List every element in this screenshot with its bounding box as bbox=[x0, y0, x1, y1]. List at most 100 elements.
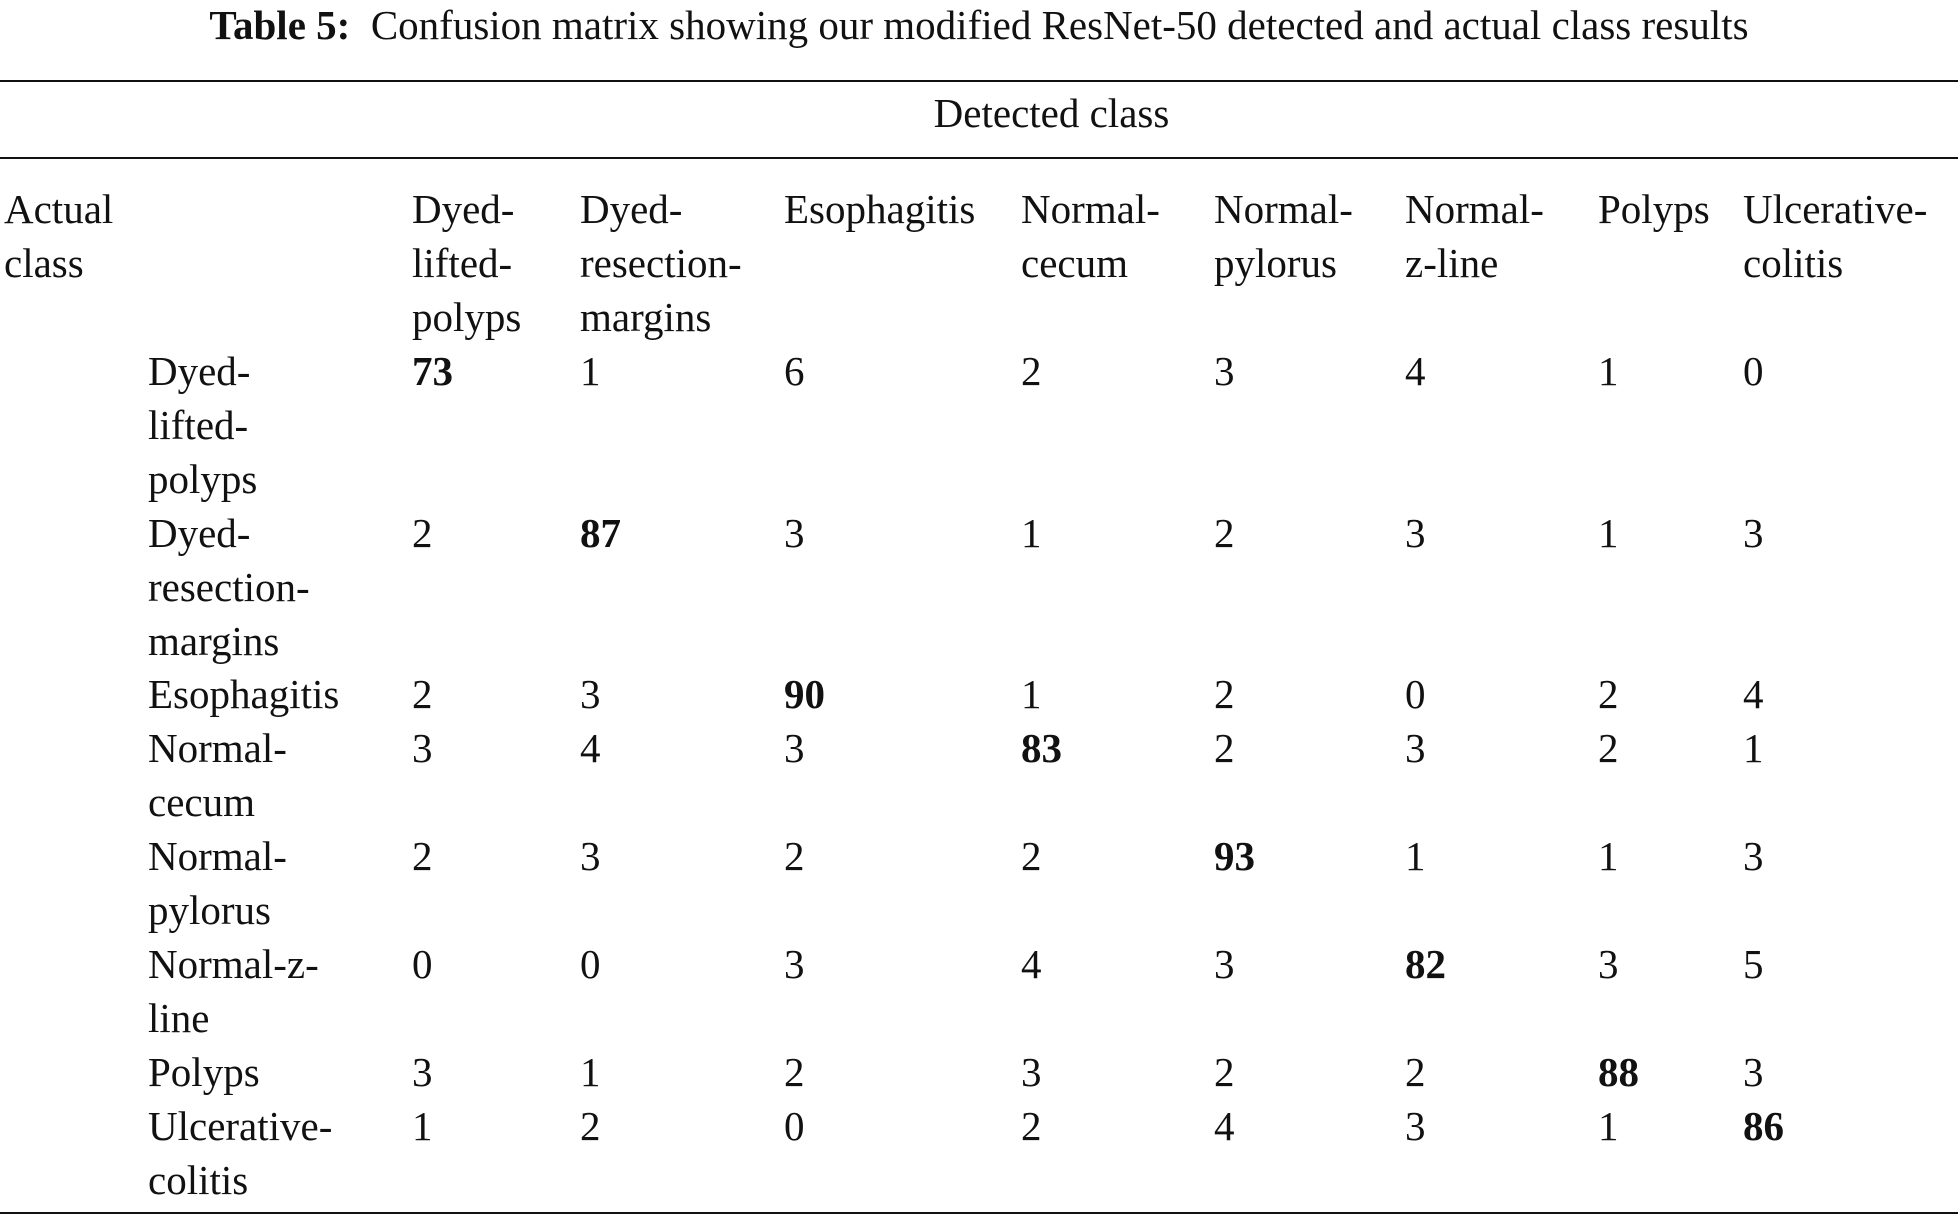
matrix-cell-diagonal: 88 bbox=[1598, 1049, 1639, 1095]
actual-header-line: Actual bbox=[4, 186, 114, 232]
column-header: Dyed-lifted-polyps bbox=[412, 182, 521, 344]
matrix-cell: 3 bbox=[1743, 833, 1764, 879]
matrix-cell: 2 bbox=[412, 510, 433, 556]
label-line: margins bbox=[580, 294, 712, 340]
matrix-cell: 3 bbox=[1743, 1049, 1764, 1095]
label-line: cecum bbox=[148, 779, 255, 825]
row-label: Dyed-resection-margins bbox=[148, 506, 310, 668]
matrix-cell: 4 bbox=[1405, 348, 1426, 394]
matrix-cell: 2 bbox=[1214, 510, 1235, 556]
matrix-cell: 3 bbox=[1598, 941, 1619, 987]
matrix-cell: 2 bbox=[1214, 671, 1235, 717]
matrix-cell: 1 bbox=[1598, 833, 1619, 879]
label-line: Normal- bbox=[148, 725, 287, 771]
matrix-cell: 2 bbox=[1598, 725, 1619, 771]
matrix-cell: 2 bbox=[1214, 1049, 1235, 1095]
matrix-cell: 2 bbox=[1214, 725, 1235, 771]
matrix-cell: 3 bbox=[580, 671, 601, 717]
matrix-cell-diagonal: 86 bbox=[1743, 1103, 1784, 1149]
caption-text: Confusion matrix showing our modified Re… bbox=[370, 2, 1749, 48]
row-label: Normal-pylorus bbox=[148, 829, 287, 937]
top-rule bbox=[0, 80, 1958, 82]
matrix-cell: 3 bbox=[1214, 348, 1235, 394]
matrix-cell: 0 bbox=[412, 941, 433, 987]
matrix-cell: 2 bbox=[1405, 1049, 1426, 1095]
matrix-cell: 1 bbox=[580, 348, 601, 394]
matrix-cell: 3 bbox=[1405, 725, 1426, 771]
label-line: Dyed- bbox=[148, 510, 251, 556]
matrix-cell: 4 bbox=[1214, 1103, 1235, 1149]
matrix-cell: 6 bbox=[784, 348, 805, 394]
bottom-rule bbox=[0, 1212, 1958, 1214]
matrix-cell: 2 bbox=[1021, 833, 1042, 879]
matrix-cell: 1 bbox=[412, 1103, 433, 1149]
label-line: Normal- bbox=[1405, 186, 1544, 232]
matrix-cell: 1 bbox=[1598, 1103, 1619, 1149]
matrix-cell: 3 bbox=[784, 510, 805, 556]
row-label: Dyed-lifted-polyps bbox=[148, 344, 257, 506]
label-line: z-line bbox=[1405, 240, 1499, 286]
label-line: Normal- bbox=[1021, 186, 1160, 232]
matrix-cell: 3 bbox=[580, 833, 601, 879]
label-line: resection- bbox=[580, 240, 742, 286]
label-line: Dyed- bbox=[148, 348, 251, 394]
label-line: Ulcerative- bbox=[148, 1103, 333, 1149]
label-line: colitis bbox=[1743, 240, 1844, 286]
matrix-cell: 0 bbox=[1743, 348, 1764, 394]
column-header: Normal-pylorus bbox=[1214, 182, 1353, 290]
label-line: colitis bbox=[148, 1157, 249, 1203]
label-line: cecum bbox=[1021, 240, 1128, 286]
matrix-cell: 3 bbox=[1405, 510, 1426, 556]
matrix-cell: 0 bbox=[580, 941, 601, 987]
matrix-cell-diagonal: 93 bbox=[1214, 833, 1255, 879]
matrix-cell: 2 bbox=[580, 1103, 601, 1149]
caption-label: Table 5: bbox=[209, 2, 351, 48]
column-header: Polyps bbox=[1598, 182, 1710, 236]
row-label: Ulcerative-colitis bbox=[148, 1099, 332, 1207]
label-line: polyps bbox=[412, 294, 522, 340]
row-label: Esophagitis bbox=[148, 667, 339, 721]
matrix-cell: 3 bbox=[784, 941, 805, 987]
label-line: lifted- bbox=[148, 402, 249, 448]
matrix-cell: 1 bbox=[1598, 348, 1619, 394]
matrix-cell: 5 bbox=[1743, 941, 1764, 987]
label-line: Esophagitis bbox=[784, 186, 976, 232]
matrix-cell: 4 bbox=[1743, 671, 1764, 717]
header-rule bbox=[0, 157, 1958, 159]
column-header: Ulcerative-colitis bbox=[1743, 182, 1927, 290]
label-line: Normal-z- bbox=[148, 941, 319, 987]
matrix-cell: 3 bbox=[1214, 941, 1235, 987]
matrix-cell: 1 bbox=[1021, 510, 1042, 556]
label-line: Dyed- bbox=[412, 186, 515, 232]
label-line: Ulcerative- bbox=[1743, 186, 1928, 232]
label-line: Normal- bbox=[1214, 186, 1353, 232]
label-line: Normal- bbox=[148, 833, 287, 879]
matrix-cell: 3 bbox=[412, 725, 433, 771]
label-line: pylorus bbox=[148, 887, 271, 933]
label-line: Polyps bbox=[1598, 186, 1710, 232]
matrix-cell: 3 bbox=[1021, 1049, 1042, 1095]
column-header: Esophagitis bbox=[784, 182, 975, 236]
matrix-cell: 2 bbox=[784, 833, 805, 879]
matrix-cell: 1 bbox=[580, 1049, 601, 1095]
matrix-cell-diagonal: 82 bbox=[1405, 941, 1446, 987]
table-caption: Table 5: Confusion matrix showing our mo… bbox=[0, 2, 1958, 48]
label-line: resection- bbox=[148, 564, 310, 610]
matrix-cell: 3 bbox=[784, 725, 805, 771]
matrix-cell: 2 bbox=[1021, 1103, 1042, 1149]
matrix-cell: 2 bbox=[784, 1049, 805, 1095]
column-header: Normal-cecum bbox=[1021, 182, 1160, 290]
row-label: Normal-cecum bbox=[148, 721, 287, 829]
label-line: Esophagitis bbox=[148, 671, 340, 717]
actual-class-header: Actual class bbox=[4, 182, 113, 290]
row-label: Normal-z-line bbox=[148, 937, 319, 1045]
column-header: Dyed-resection-margins bbox=[580, 182, 742, 344]
matrix-cell-diagonal: 83 bbox=[1021, 725, 1062, 771]
matrix-cell: 2 bbox=[1021, 348, 1042, 394]
matrix-cell: 4 bbox=[1021, 941, 1042, 987]
row-label: Polyps bbox=[148, 1045, 260, 1099]
matrix-cell: 4 bbox=[580, 725, 601, 771]
matrix-cell: 1 bbox=[1021, 671, 1042, 717]
matrix-cell-diagonal: 87 bbox=[580, 510, 621, 556]
matrix-cell: 3 bbox=[1405, 1103, 1426, 1149]
